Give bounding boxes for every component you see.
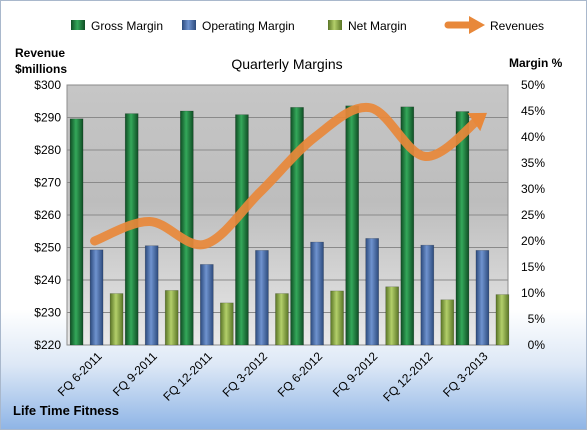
bar-gross-margin: [235, 114, 249, 346]
left-axis-tick-label: $270: [34, 176, 61, 190]
x-axis-tick-label: FQ 12-2012: [380, 349, 435, 404]
left-axis-ticks: $220 $230 $240 $250 $260 $270 $280 $290 $300: [34, 78, 61, 352]
legend-label-net-margin: Net Margin: [348, 19, 407, 33]
chart-title: Quarterly Margins: [231, 56, 342, 72]
footer-company-name: Life Time Fitness: [13, 403, 119, 418]
x-axis-ticks: FQ 6-2011 FQ 9-2011 FQ 12-2011 FQ 3-2012 FQ …: [55, 349, 491, 404]
legend-label-gross-margin: Gross Margin: [91, 19, 163, 33]
left-axis-tick-label: $250: [34, 241, 61, 255]
bar-operating-margin: [255, 250, 269, 346]
legend-label-revenues: Revenues: [490, 19, 544, 33]
bar-gross-margin: [455, 111, 470, 346]
x-axis-tick-label: FQ 9-2012: [330, 349, 381, 400]
right-axis-tick-label: 40%: [521, 130, 545, 144]
right-axis-tick-label: 5%: [528, 312, 546, 326]
revenue-line: [90, 102, 485, 250]
right-axis-tick-label: 25%: [521, 208, 545, 222]
right-axis-tick-label: 50%: [521, 78, 545, 92]
revenue-line-layer: [90, 102, 487, 250]
x-axis-tick-label: FQ 12-2011: [160, 349, 215, 404]
right-axis-tick-label: 0%: [528, 338, 546, 352]
right-axis-label: Margin %: [509, 56, 563, 70]
right-axis-tick-label: 20%: [521, 234, 545, 248]
bar-net-margin: [275, 293, 289, 346]
bar-gross-margin: [180, 110, 194, 346]
bars-layer: [69, 105, 510, 346]
bar-operating-margin: [475, 250, 490, 346]
bar-net-margin: [440, 299, 455, 346]
bar-operating-margin: [310, 241, 324, 346]
left-axis-tick-label: $240: [34, 273, 61, 287]
x-axis-tick-label: FQ 6-2012: [275, 349, 326, 400]
x-axis-tick-label: FQ 9-2011: [110, 349, 160, 399]
bar-operating-margin: [200, 264, 214, 346]
right-axis-tick-label: 15%: [521, 260, 545, 274]
legend-swatch-net-margin: [328, 20, 342, 30]
left-axis-label-line1: Revenue: [15, 46, 65, 60]
left-axis-tick-label: $260: [34, 208, 61, 222]
bar-gross-margin: [400, 106, 415, 346]
legend-label-operating-margin: Operating Margin: [202, 19, 295, 33]
bar-operating-margin: [420, 244, 435, 346]
right-axis-tick-label: 10%: [521, 286, 545, 300]
bar-operating-margin: [89, 249, 104, 346]
x-axis-tick-label: FQ 3-2013: [440, 349, 491, 400]
left-axis-tick-label: $220: [34, 338, 61, 352]
bar-net-margin: [385, 286, 399, 346]
right-axis-ticks: 0% 5% 10% 15% 20% 25% 30% 35% 40% 45% 50%: [521, 78, 545, 352]
bar-gross-margin: [345, 105, 359, 346]
bar-operating-margin: [365, 238, 379, 346]
bar-operating-margin: [144, 245, 159, 346]
x-axis-tick-label: FQ 3-2012: [220, 349, 271, 400]
left-axis-tick-label: $300: [34, 78, 61, 92]
right-axis-tick-label: 30%: [521, 182, 545, 196]
x-axis-tick-label: FQ 6-2011: [55, 349, 105, 399]
left-axis-tick-label: $230: [34, 306, 61, 320]
left-axis-label-line2: $millions: [15, 62, 67, 76]
bar-gross-margin: [290, 107, 304, 346]
bar-net-margin: [330, 290, 344, 346]
left-axis-tick-label: $290: [34, 111, 61, 125]
bar-net-margin: [109, 293, 124, 346]
bar-gross-margin: [69, 118, 84, 346]
bar-net-margin: [220, 302, 234, 346]
bar-net-margin: [164, 290, 179, 346]
legend-swatch-gross-margin: [71, 20, 85, 30]
right-axis-tick-label: 35%: [521, 156, 545, 170]
gridlines: [67, 84, 508, 313]
legend-swatch-operating-margin: [182, 20, 196, 30]
left-axis-tick-label: $280: [34, 143, 61, 157]
bar-net-margin: [495, 294, 510, 346]
legend-swatch-revenues: [444, 16, 485, 34]
right-axis-tick-label: 45%: [521, 104, 545, 118]
revenue-line-arrowhead: [467, 112, 487, 132]
legend: Gross Margin Operating Margin Net Margin…: [71, 16, 544, 34]
